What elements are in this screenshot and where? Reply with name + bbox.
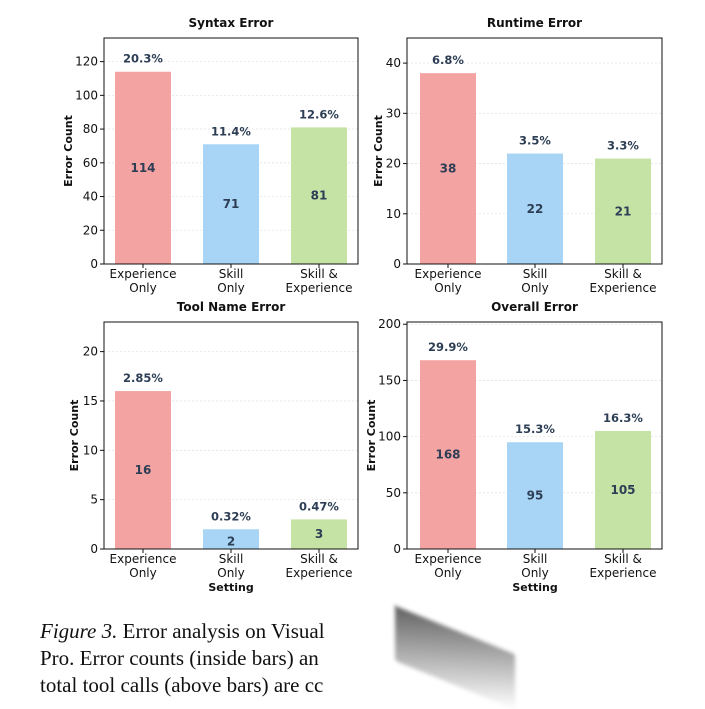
- chart-panel-4: Overall Error 0 50 100 150 200 168 29.9% Experie…: [365, 300, 663, 594]
- y-tick-label: 5: [90, 493, 98, 507]
- y-tick-label: 15: [83, 394, 98, 408]
- y-axis-label: Error Count: [365, 400, 378, 472]
- x-category-label: Experience Only: [110, 552, 177, 580]
- bar-count-label: 114: [130, 161, 155, 175]
- bar-experience-only: [420, 360, 476, 549]
- x-category-label: Skill & Experience: [286, 552, 353, 580]
- y-axis-label: Error Count: [62, 115, 75, 187]
- figure-error-analysis: Syntax Error02040608010012011420.3%Exper…: [62, 16, 663, 594]
- chart-panel-2: Runtime Error 0 10 20 30 40 38 6.8% Experience On…: [372, 16, 663, 295]
- bar-percentage-label: 29.9%: [428, 340, 468, 354]
- bar-skill-and-experience: [595, 431, 651, 549]
- chart-title: Tool Name Error: [177, 300, 286, 314]
- y-tick-label: 0: [393, 257, 401, 271]
- bar-skill-and-experience: [291, 127, 347, 264]
- plot-frame: [406, 321, 663, 550]
- bar-skill-only: [507, 153, 563, 264]
- bar-count-label: 22: [527, 202, 544, 216]
- y-tick-label: 150: [378, 373, 401, 387]
- chart-title: Syntax Error: [189, 16, 274, 30]
- caption-line-3: total tool calls (above bars) are cc: [40, 673, 324, 697]
- figure-caption: Figure 3. Error analysis on Visual Pro. …: [40, 618, 400, 699]
- x-category-label: Experience Only: [415, 552, 482, 580]
- x-category-label: Skill & Experience: [590, 552, 657, 580]
- y-tick-label: 20: [386, 157, 401, 171]
- y-axis-label: Error Count: [68, 400, 81, 472]
- x-axis-label: Setting: [208, 581, 253, 594]
- x-category-label: Experience Only: [110, 267, 177, 295]
- caption-figure-label: Figure 3.: [40, 619, 118, 643]
- y-tick-label: 80: [83, 122, 98, 136]
- x-category-label: Skill Only: [217, 267, 245, 295]
- bar-count-label: 2: [227, 534, 235, 548]
- y-axis-label: Error Count: [372, 115, 385, 187]
- y-tick-label: 120: [75, 55, 98, 69]
- bar-percentage-label: 15.3%: [515, 422, 555, 436]
- chart-title: Overall Error: [491, 300, 578, 314]
- bar-percentage-label: 3.5%: [519, 134, 551, 148]
- y-tick-label: 10: [83, 443, 98, 457]
- y-tick-label: 100: [378, 430, 401, 444]
- bar-experience-only: [115, 391, 171, 549]
- bar-percentage-label: 6.8%: [432, 53, 464, 67]
- y-tick-label: 20: [83, 345, 98, 359]
- bar-count-label: 71: [223, 197, 240, 211]
- y-tick-label: 10: [386, 207, 401, 221]
- plot-frame: [103, 37, 359, 265]
- bar-experience-only: [115, 71, 171, 264]
- bar-count-label: 81: [311, 189, 328, 203]
- plot-frame: [406, 37, 663, 265]
- bar-percentage-label: 11.4%: [211, 124, 251, 138]
- x-category-label: Experience Only: [415, 267, 482, 295]
- bar-percentage-label: 12.6%: [299, 107, 339, 121]
- caption-line-1-text: Error analysis on Visual: [122, 619, 325, 643]
- x-category-label: Skill Only: [521, 552, 549, 580]
- y-tick-label: 100: [75, 88, 98, 102]
- bar-skill-and-experience: [595, 158, 651, 264]
- caption-line-1: Figure 3. Error analysis on Visual: [40, 618, 400, 645]
- bar-count-label: 95: [527, 489, 544, 503]
- x-category-label: Skill & Experience: [286, 267, 353, 295]
- y-tick-label: 30: [386, 106, 401, 120]
- y-tick-label: 40: [386, 56, 401, 70]
- y-tick-label: 60: [83, 156, 98, 170]
- bar-count-label: 38: [440, 162, 457, 176]
- bar-count-label: 105: [610, 483, 635, 497]
- x-axis-label: Setting: [512, 581, 557, 594]
- bar-percentage-label: 2.85%: [123, 371, 163, 385]
- y-tick-label: 0: [90, 542, 98, 556]
- x-category-label: Skill Only: [217, 552, 245, 580]
- bar-percentage-label: 20.3%: [123, 52, 163, 66]
- y-tick-label: 50: [386, 486, 401, 500]
- bar-skill-only: [203, 529, 259, 549]
- bar-percentage-label: 16.3%: [603, 411, 643, 425]
- chart-panel-1: Syntax Error 0 20 40 60 80 100 120 114 20.3% Exper…: [62, 16, 359, 295]
- y-tick-label: 0: [90, 257, 98, 271]
- y-tick-label: 20: [83, 223, 98, 237]
- x-category-label: Skill Only: [521, 267, 549, 295]
- chart-title: Runtime Error: [487, 16, 582, 30]
- bar-percentage-label: 0.47%: [299, 499, 339, 513]
- y-tick-label: 40: [83, 190, 98, 204]
- plot-frame: [103, 321, 359, 550]
- y-tick-label: 200: [378, 317, 401, 331]
- x-category-label: Skill & Experience: [590, 267, 657, 295]
- bar-count-label: 3: [315, 527, 323, 541]
- bar-skill-only: [203, 144, 259, 264]
- bar-count-label: 16: [135, 463, 152, 477]
- bar-experience-only: [420, 73, 476, 265]
- caption-line-2: Pro. Error counts (inside bars) an: [40, 646, 319, 670]
- bar-skill-only: [507, 442, 563, 549]
- bar-percentage-label: 3.3%: [607, 139, 639, 153]
- bar-count-label: 168: [435, 448, 460, 462]
- bar-count-label: 21: [615, 204, 632, 218]
- chart-panel-3: Tool Name Error 0 5 10 15 20 16 2.85% Experience…: [68, 300, 359, 594]
- bar-skill-and-experience: [291, 519, 347, 549]
- bar-percentage-label: 0.32%: [211, 509, 251, 523]
- y-tick-label: 0: [393, 542, 401, 556]
- page-curl-overlay: [385, 600, 705, 696]
